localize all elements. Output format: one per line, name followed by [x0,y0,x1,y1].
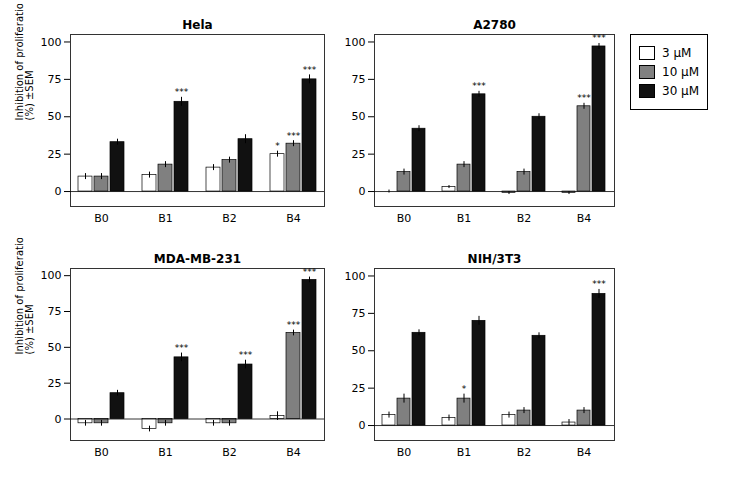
svg-text:NIH/3T3: NIH/3T3 [468,252,522,266]
svg-text:25: 25 [48,377,62,390]
svg-text:25: 25 [352,148,366,161]
html-text:30 μM: 30 μM [662,84,700,98]
svg-text:0: 0 [359,185,366,198]
svg-text:A2780: A2780 [473,18,516,32]
svg-text:100: 100 [345,35,366,48]
svg-text:***: *** [592,33,606,43]
svg-text:B0: B0 [397,446,412,459]
svg-text:25: 25 [48,148,62,161]
html-text:3 μM: 3 μM [662,46,692,60]
svg-text:MDA-MB-231: MDA-MB-231 [154,252,241,266]
html-text:10 μM: 10 μM [662,65,700,79]
svg-text:B2: B2 [222,212,237,225]
svg-text:***: *** [175,343,189,353]
svg-text:75: 75 [48,73,62,86]
svg-text:B0: B0 [397,212,412,225]
svg-text:***: *** [287,131,301,141]
svg-text:***: *** [577,93,591,103]
svg-text:B1: B1 [457,446,472,459]
svg-text:*: * [462,384,467,394]
svg-text:B2: B2 [517,212,532,225]
svg-text:B1: B1 [158,212,173,225]
svg-text:Hela: Hela [182,18,212,32]
svg-text:50: 50 [48,341,62,354]
svg-text:75: 75 [48,305,62,318]
svg-text:B0: B0 [94,446,109,459]
svg-text:0: 0 [359,419,366,432]
svg-text:B1: B1 [457,212,472,225]
svg-text:B4: B4 [286,212,301,225]
svg-text:100: 100 [41,269,62,282]
svg-text:0: 0 [55,413,62,426]
svg-text:***: *** [175,87,189,97]
svg-text:B4: B4 [577,212,592,225]
svg-text:75: 75 [352,307,366,320]
svg-text:75: 75 [352,73,366,86]
svg-text:25: 25 [352,382,366,395]
svg-text:***: *** [472,81,486,91]
svg-text:B4: B4 [286,446,301,459]
svg-text:Inhibition of proliferation(%): Inhibition of proliferation(%) ±SEM [14,4,35,121]
svg-text:B4: B4 [577,446,592,459]
svg-text:50: 50 [48,110,62,123]
svg-text:50: 50 [352,344,366,357]
svg-text:B0: B0 [94,212,109,225]
svg-text:50: 50 [352,110,366,123]
svg-text:*: * [275,141,280,151]
svg-text:***: *** [287,320,301,330]
svg-text:100: 100 [345,269,366,282]
svg-text:Inhibition of proliferation(%): Inhibition of proliferation(%) ±SEM [14,238,35,355]
svg-text:***: *** [303,267,317,277]
svg-text:100: 100 [41,35,62,48]
svg-text:***: *** [303,65,317,75]
svg-text:B1: B1 [158,446,173,459]
svg-text:B2: B2 [517,446,532,459]
svg-text:B2: B2 [222,446,237,459]
svg-text:0: 0 [55,185,62,198]
svg-text:***: *** [592,279,606,289]
svg-text:***: *** [239,350,253,360]
